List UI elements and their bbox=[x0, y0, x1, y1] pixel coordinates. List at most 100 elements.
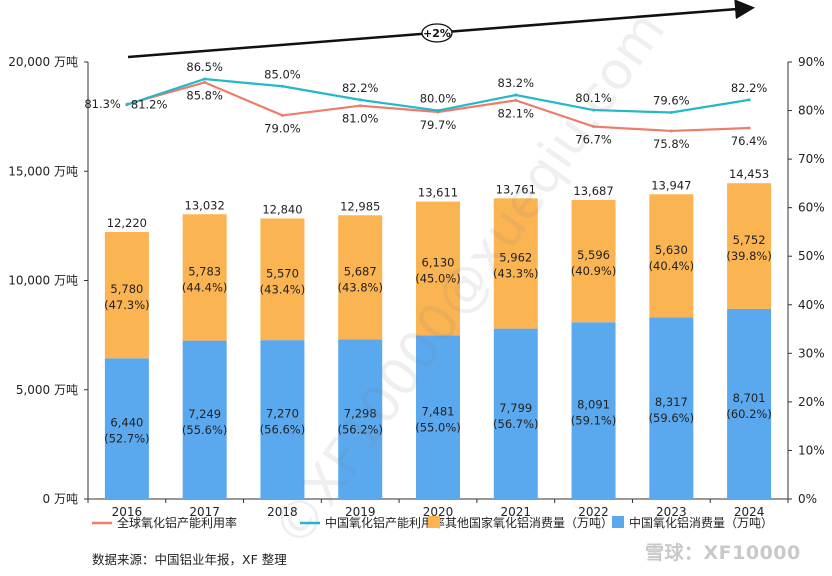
bar-total-label: 12,840 bbox=[262, 202, 302, 216]
bar-total-label: 13,761 bbox=[496, 182, 536, 196]
bars bbox=[104, 183, 772, 499]
bar-other-2019 bbox=[338, 215, 383, 340]
bar-other-share-label: (43.8%) bbox=[337, 280, 383, 294]
global-rate-label: 81.0% bbox=[342, 112, 379, 126]
bar-other-value-label: 5,630 bbox=[655, 243, 688, 257]
bar-other-share-label: (40.9%) bbox=[571, 264, 617, 278]
global-rate-label: 75.8% bbox=[653, 137, 690, 151]
bar-other-share-label: (45.0%) bbox=[415, 272, 461, 286]
x-tick-label: 2024 bbox=[734, 505, 765, 519]
bar-china-value-label: 7,481 bbox=[422, 404, 455, 418]
bar-other-value-label: 5,570 bbox=[266, 266, 299, 280]
xueqiu-watermark: 雪球：XF10000 bbox=[645, 542, 801, 564]
line-point bbox=[280, 84, 284, 88]
bar-other-value-label: 6,130 bbox=[422, 256, 455, 270]
right-tick-label: 50% bbox=[798, 249, 825, 263]
bar-other-share-label: (40.4%) bbox=[649, 259, 695, 273]
right-tick-label: 90% bbox=[798, 55, 825, 69]
x-tick-label: 2017 bbox=[189, 505, 220, 519]
bar-china-share-label: (56.2%) bbox=[337, 422, 383, 436]
legend-other-label: 其他国家氧化铝消费量（万吨） bbox=[445, 515, 613, 530]
bar-other-2021 bbox=[493, 198, 538, 329]
trend-arrow: +2% bbox=[127, 0, 755, 59]
bar-china-2018 bbox=[260, 340, 305, 499]
china-rate-label: 86.5% bbox=[186, 60, 223, 74]
bar-total-label: 13,032 bbox=[185, 198, 225, 212]
line-point bbox=[592, 125, 596, 129]
line-point bbox=[747, 98, 751, 102]
line-point bbox=[358, 104, 362, 108]
bar-china-2021 bbox=[493, 328, 538, 499]
bar-other-value-label: 5,596 bbox=[577, 248, 610, 262]
right-tick-label: 10% bbox=[798, 443, 825, 457]
x-tick-label: 2019 bbox=[345, 505, 376, 519]
bar-china-share-label: (55.6%) bbox=[182, 423, 228, 437]
global-rate-label: 82.1% bbox=[498, 106, 535, 120]
china-rate-label: 83.2% bbox=[498, 76, 535, 90]
bar-other-share-label: (43.4%) bbox=[260, 282, 306, 296]
bar-china-value-label: 7,249 bbox=[188, 407, 221, 421]
legend: 全球氧化铝产能利用率 中国氧化铝产能利用率 其他国家氧化铝消费量（万吨） 中国氧化铝消… bbox=[92, 515, 773, 530]
bar-china-2022 bbox=[571, 322, 616, 499]
lines bbox=[125, 77, 751, 133]
bar-other-2020 bbox=[416, 201, 460, 336]
line-point bbox=[514, 93, 518, 97]
line-point bbox=[203, 77, 207, 81]
line-point bbox=[436, 109, 440, 113]
bar-other-2022 bbox=[571, 199, 616, 323]
bar-other-value-label: 5,752 bbox=[733, 233, 766, 247]
x-tick-label: 2020 bbox=[423, 505, 454, 519]
right-tick-label: 80% bbox=[798, 104, 825, 118]
line-point bbox=[669, 129, 673, 133]
bar-other-2016 bbox=[104, 231, 149, 359]
legend-global-label: 全球氧化铝产能利用率 bbox=[117, 515, 237, 530]
x-tick-label: 2018 bbox=[267, 505, 298, 519]
global-rate-label: 85.8% bbox=[186, 88, 223, 102]
china-rate-label: 82.2% bbox=[731, 81, 768, 95]
trend-annotation-label: +2% bbox=[423, 27, 451, 40]
bar-china-2023 bbox=[649, 317, 694, 499]
bar-china-2020 bbox=[416, 335, 460, 499]
bar-total-label: 13,687 bbox=[573, 184, 613, 198]
bar-other-value-label: 5,687 bbox=[344, 264, 377, 278]
left-tick-label: 0 万吨 bbox=[43, 492, 78, 506]
bar-other-value-label: 5,783 bbox=[188, 264, 221, 278]
legend-other-swatch bbox=[428, 516, 440, 528]
left-tick-label: 10,000 万吨 bbox=[8, 274, 78, 288]
left-tick-label: 15,000 万吨 bbox=[8, 164, 78, 178]
china-rate-label: 82.2% bbox=[342, 81, 379, 95]
line-point bbox=[747, 126, 751, 130]
bar-china-share-label: (56.7%) bbox=[493, 417, 539, 431]
legend-china-rate-label: 中国氧化铝产能利用率 bbox=[325, 515, 445, 530]
china-rate-label: 80.1% bbox=[575, 91, 612, 105]
china-rate-label: 79.6% bbox=[653, 93, 690, 107]
global-rate-label: 79.7% bbox=[420, 118, 457, 132]
line-point bbox=[280, 113, 284, 117]
bar-china-share-label: (59.6%) bbox=[649, 411, 695, 425]
global-rate-label: 81.3% bbox=[84, 97, 121, 111]
legend-china-label: 中国氧化铝消费量（万吨） bbox=[629, 515, 773, 530]
line-point bbox=[203, 80, 207, 84]
bar-other-2023 bbox=[649, 194, 694, 318]
china-rate-label: 80.0% bbox=[420, 92, 457, 106]
line-point bbox=[514, 98, 518, 102]
axes: 0 万吨 5,000 万吨 10,000 万吨 15,000 万吨 20,000 万吨 0… bbox=[8, 55, 824, 519]
bar-china-share-label: (52.7%) bbox=[104, 432, 150, 446]
bar-china-share-label: (55.0%) bbox=[415, 420, 461, 434]
bar-other-value-label: 5,780 bbox=[110, 282, 143, 296]
bar-total-label: 12,220 bbox=[107, 216, 147, 230]
left-tick-label: 20,000 万吨 bbox=[8, 55, 78, 69]
source-note: 数据来源：中国铝业年报，XF 整理 bbox=[92, 552, 287, 567]
x-tick-label: 2021 bbox=[501, 505, 532, 519]
line-point bbox=[125, 103, 129, 107]
right-tick-label: 40% bbox=[798, 298, 825, 312]
bar-other-2017 bbox=[182, 214, 227, 341]
left-tick-label: 5,000 万吨 bbox=[16, 383, 78, 397]
bar-china-value-label: 7,270 bbox=[266, 407, 299, 421]
data-labels: 6,440 (52.7%) 5,780 (47.3%) 12,220 7,249 (55.6… bbox=[84, 60, 772, 446]
bar-other-2018 bbox=[260, 218, 305, 341]
china-rate-label: 85.0% bbox=[264, 67, 301, 81]
bar-china-2017 bbox=[182, 340, 227, 499]
bar-total-label: 13,947 bbox=[651, 178, 691, 192]
